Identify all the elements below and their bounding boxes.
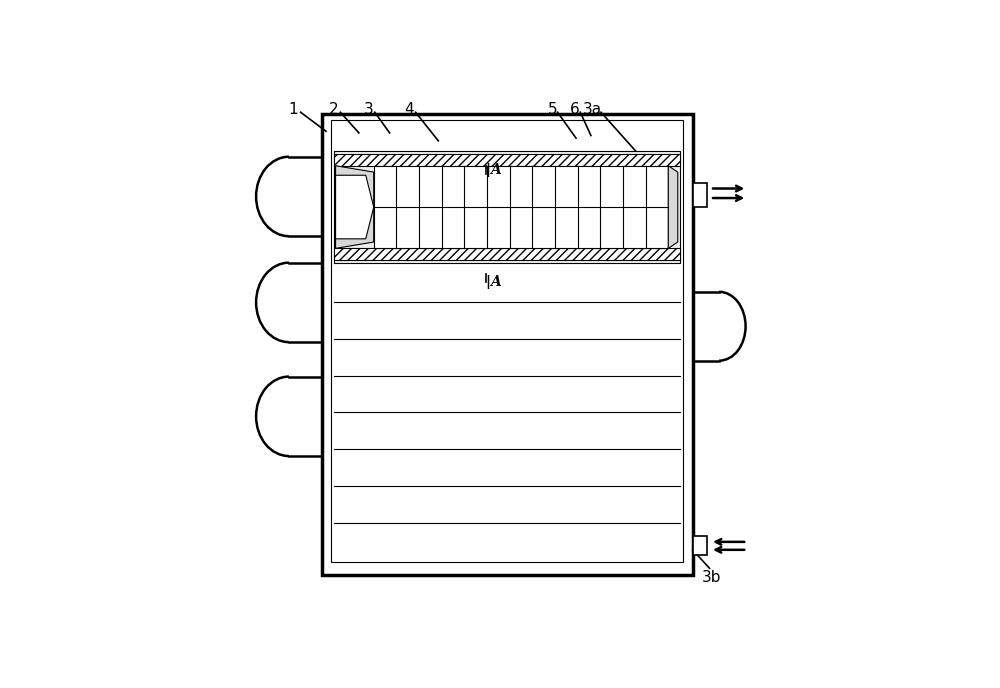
Text: 6: 6	[570, 102, 580, 116]
Polygon shape	[336, 175, 374, 239]
Text: 3b: 3b	[701, 570, 721, 585]
Polygon shape	[668, 166, 678, 248]
Polygon shape	[334, 151, 680, 263]
Text: 3a: 3a	[582, 102, 602, 116]
Text: A: A	[490, 275, 501, 289]
Polygon shape	[693, 535, 707, 555]
Polygon shape	[331, 120, 683, 562]
Text: |: |	[485, 162, 490, 177]
Polygon shape	[693, 183, 707, 207]
Text: 4: 4	[404, 102, 414, 116]
Polygon shape	[336, 166, 374, 248]
Text: |: |	[485, 275, 490, 289]
Text: 5: 5	[547, 102, 557, 116]
Text: A: A	[490, 162, 501, 177]
Text: 2: 2	[329, 102, 339, 116]
Polygon shape	[334, 154, 680, 166]
Text: 1: 1	[288, 102, 297, 116]
Polygon shape	[374, 166, 668, 248]
Text: 3: 3	[364, 102, 373, 116]
Polygon shape	[334, 248, 680, 260]
